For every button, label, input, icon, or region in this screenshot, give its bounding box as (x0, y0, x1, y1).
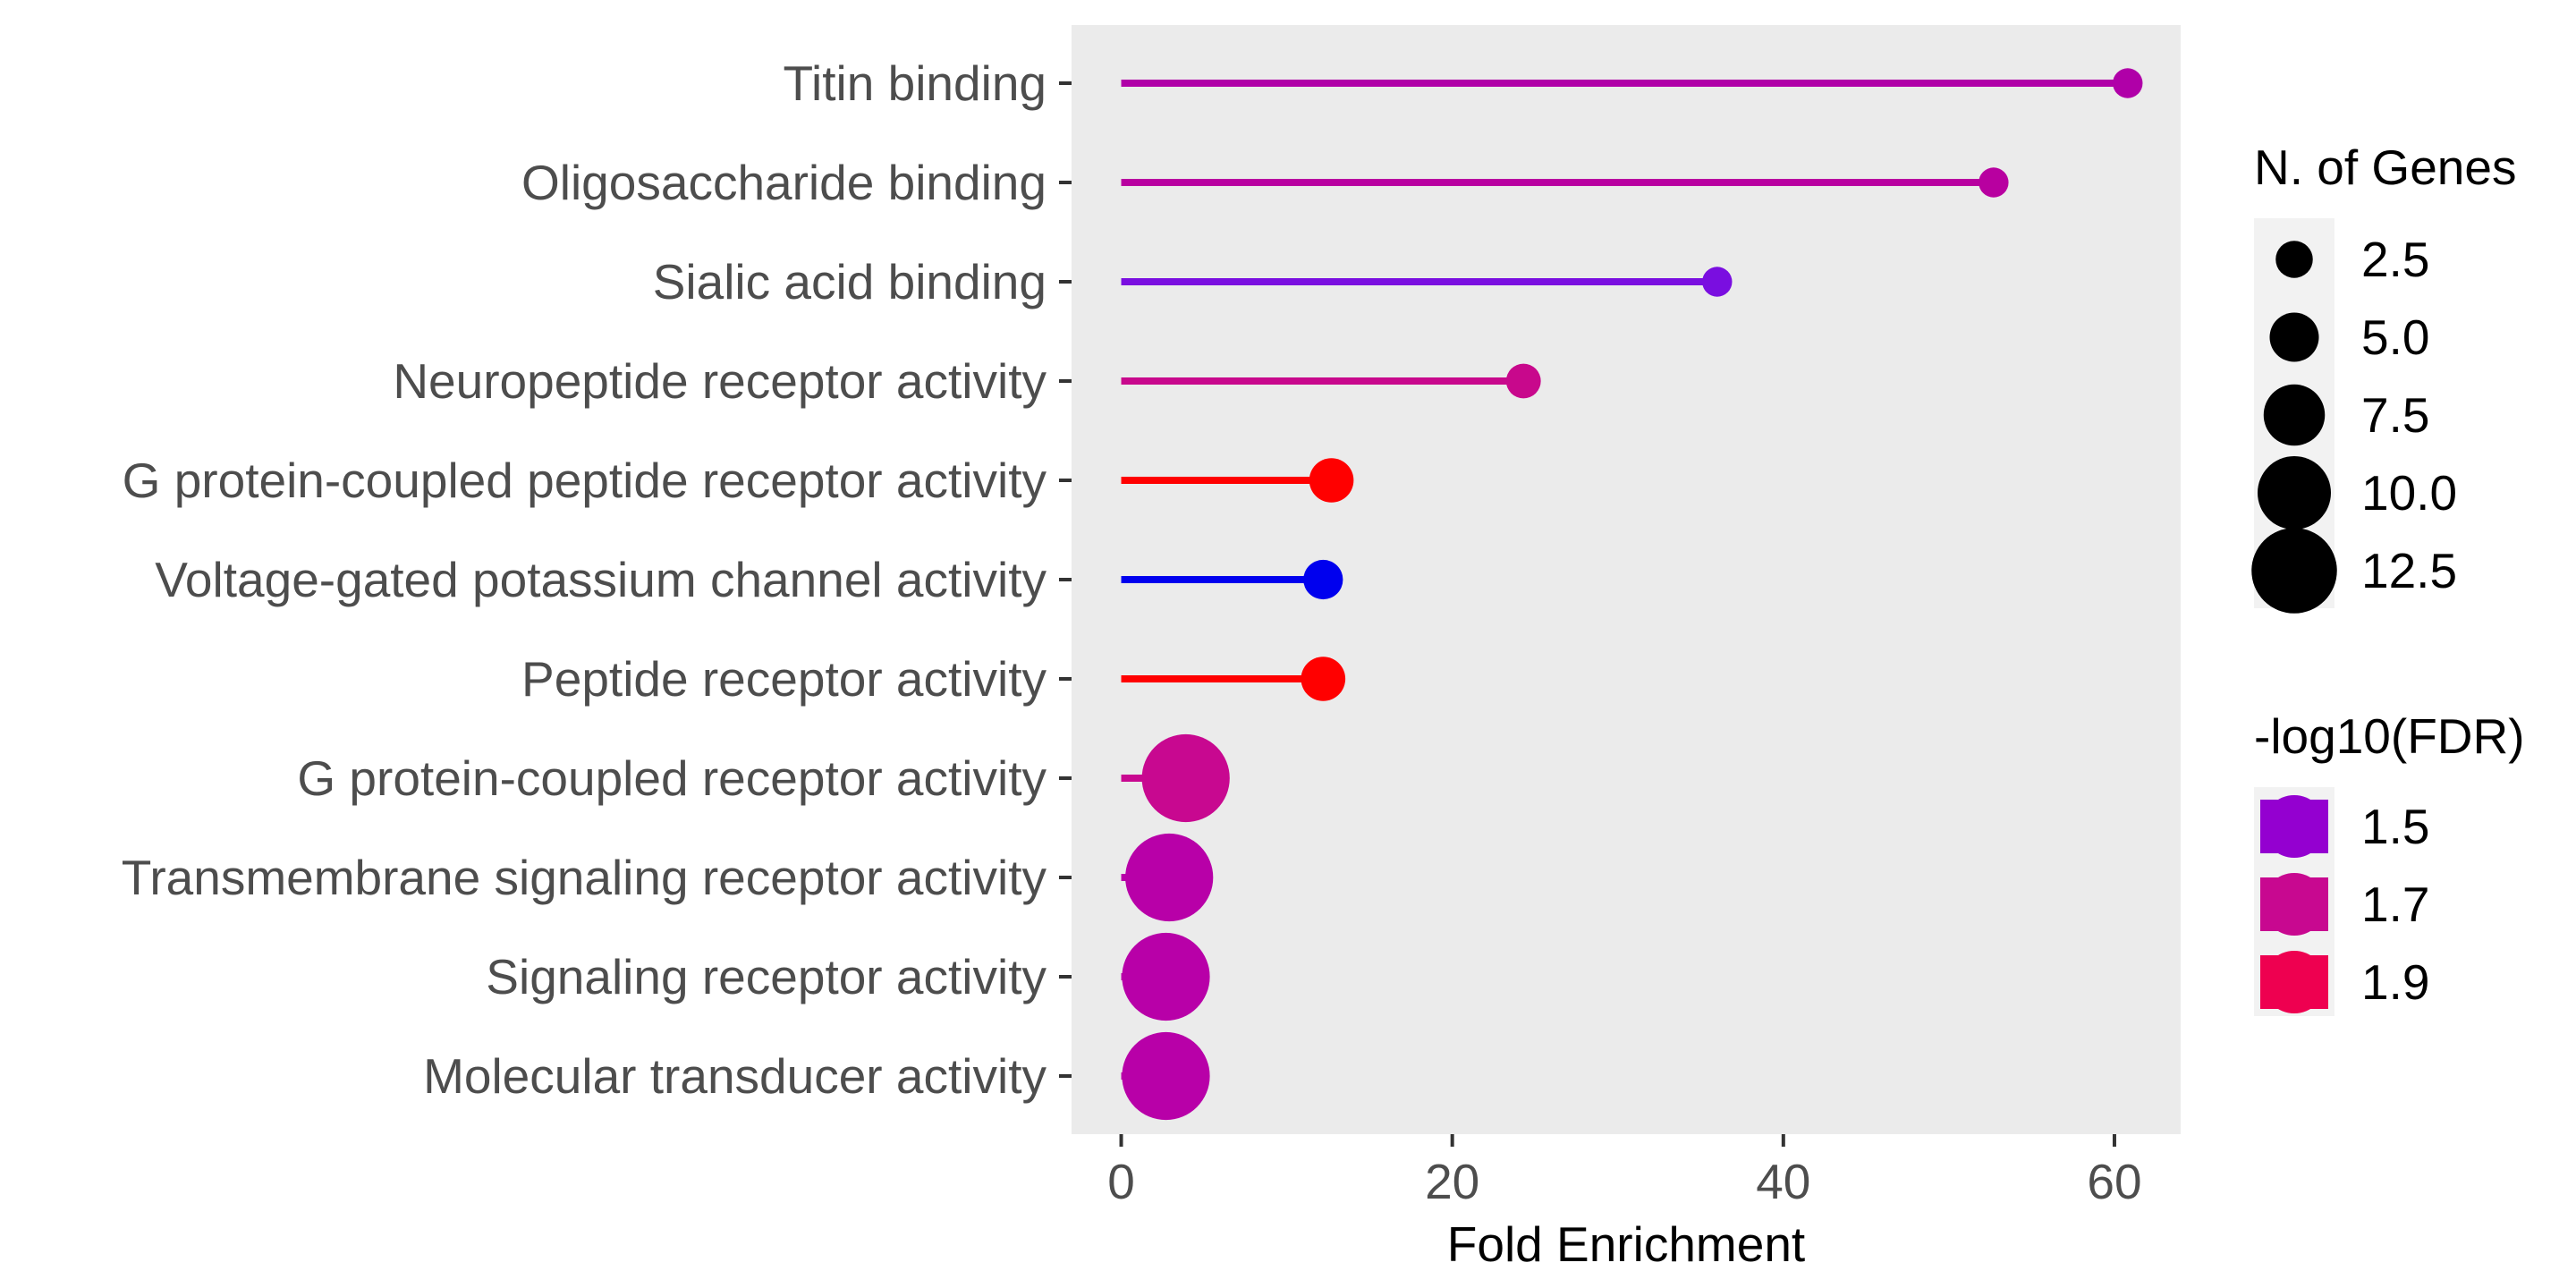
color-legend-title: -log10(FDR) (2254, 708, 2525, 764)
x-axis-title: Fold Enrichment (1447, 1216, 1805, 1272)
data-point (1125, 833, 1214, 922)
size-legend-label: 10.0 (2361, 465, 2457, 521)
data-point (1122, 932, 1210, 1021)
size-legend-label: 5.0 (2361, 309, 2429, 365)
points (1122, 68, 2143, 1121)
x-axis-ticks: 0 20 40 60 (1107, 1134, 2142, 1209)
y-category-label: Voltage-gated potassium channel activity (155, 552, 1046, 607)
color-legend-key (2263, 951, 2326, 1013)
y-category-label: Titin binding (783, 55, 1046, 111)
size-legend-title: N. of Genes (2254, 140, 2516, 195)
data-point (1979, 167, 2009, 198)
y-category-label: G protein-coupled receptor activity (297, 750, 1046, 806)
size-legend-label: 2.5 (2361, 232, 2429, 287)
x-tick-label: 0 (1107, 1154, 1135, 1209)
size-legend-key (2251, 528, 2337, 614)
color-legend-label: 1.5 (2361, 799, 2429, 854)
y-category-label: Neuropeptide receptor activity (393, 353, 1046, 409)
color-legend-label: 1.9 (2361, 954, 2429, 1010)
data-point (1309, 458, 1354, 503)
y-category-label: Sialic acid binding (653, 254, 1046, 309)
size-legend-label: 7.5 (2361, 387, 2429, 443)
data-point (1303, 559, 1343, 600)
y-category-label: Oligosaccharide binding (521, 155, 1046, 210)
y-axis-category-labels: Titin binding Oligosaccharide binding Sial… (122, 55, 1047, 1104)
data-point (1141, 733, 1230, 823)
data-point (1122, 1031, 1210, 1121)
color-legend: 1.5 1.7 1.9 (2260, 795, 2429, 1013)
color-legend-label: 1.7 (2361, 877, 2429, 932)
size-legend-key (2275, 241, 2313, 278)
color-legend-key (2263, 795, 2326, 858)
size-legend: 2.5 5.0 7.5 10.0 12.5 (2251, 232, 2457, 614)
size-legend-key (2263, 384, 2326, 446)
y-category-label: Molecular transducer activity (423, 1048, 1046, 1104)
y-axis-ticks (1059, 81, 1072, 1078)
size-legend-label: 12.5 (2361, 543, 2457, 598)
y-category-label: Transmembrane signaling receptor activit… (122, 850, 1047, 905)
y-category-label: Signaling receptor activity (486, 949, 1046, 1004)
x-tick-label: 60 (2087, 1154, 2141, 1209)
data-point (1301, 657, 1346, 701)
x-tick-label: 40 (1756, 1154, 1810, 1209)
y-category-label: G protein-coupled peptide receptor activ… (123, 453, 1047, 508)
size-legend-key (2269, 312, 2319, 362)
color-legend-key (2263, 873, 2326, 936)
data-point (2113, 68, 2143, 98)
data-point (1702, 267, 1733, 297)
y-category-label: Peptide receptor activity (521, 651, 1046, 707)
x-tick-label: 20 (1425, 1154, 1479, 1209)
size-legend-key (2258, 456, 2331, 530)
data-point (1505, 363, 1541, 399)
